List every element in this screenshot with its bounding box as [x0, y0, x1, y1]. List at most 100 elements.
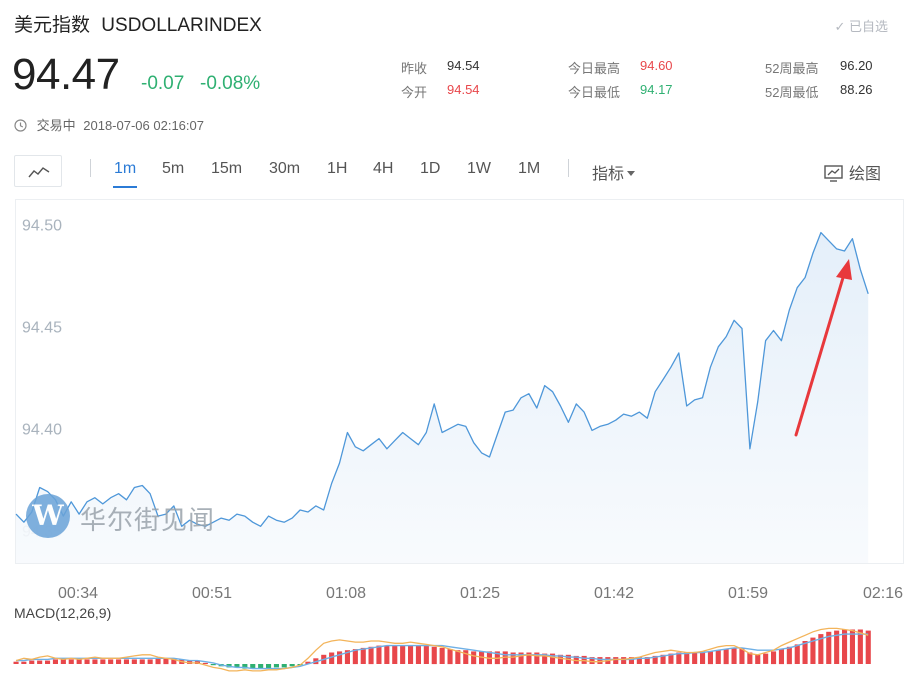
- price-chart-area[interactable]: 94.5094.4594.4094.3500:3400:5101:0801:25…: [0, 198, 904, 696]
- instrument-name-cn: 美元指数: [14, 15, 91, 36]
- macd-histogram-bar: [518, 652, 524, 664]
- stat-value-52w-low: 88.26: [840, 82, 873, 97]
- macd-histogram-bar: [202, 662, 208, 665]
- macd-histogram-bar: [289, 664, 295, 667]
- macd-histogram-bar: [857, 629, 863, 664]
- macd-histogram-bar: [210, 664, 216, 666]
- macd-histogram-bar: [636, 657, 642, 664]
- tab-1h[interactable]: 1H: [327, 160, 348, 177]
- instrument-name: 美元指数 USDOLLARINDEX: [14, 10, 262, 37]
- stat-label-52w-high: 52周最高: [765, 61, 819, 76]
- macd-histogram-bar: [423, 645, 429, 664]
- stat-value-day-high: 94.60: [640, 58, 673, 73]
- tab-1mo[interactable]: 1M: [518, 160, 541, 177]
- tab-15m[interactable]: 15m: [211, 160, 243, 177]
- macd-histogram-bar: [802, 641, 808, 664]
- macd-histogram-bar: [865, 630, 871, 664]
- tab-4h[interactable]: 4H: [373, 160, 394, 177]
- macd-histogram-bar: [250, 664, 256, 669]
- watermark-logo: W: [26, 494, 70, 538]
- y-tick-label: 94.40: [22, 421, 62, 438]
- check-icon: ✓: [834, 19, 846, 34]
- macd-histogram-bar: [589, 657, 595, 664]
- macd-histogram-bar: [116, 659, 122, 664]
- macd-histogram-bar: [360, 647, 366, 664]
- watchlist-toggle[interactable]: ✓ 已自选: [834, 16, 888, 35]
- x-tick-label: 01:08: [326, 585, 366, 602]
- macd-histogram-bar: [408, 645, 414, 664]
- instrument-symbol: USDOLLARINDEX: [101, 15, 262, 36]
- watchlist-label: 已自选: [848, 19, 888, 34]
- toolbar-divider: [568, 159, 569, 177]
- macd-histogram-bar: [352, 649, 358, 665]
- stat-label-day-low: 今日最低: [568, 85, 621, 100]
- macd-histogram-bar: [266, 664, 272, 669]
- status-label: 交易中: [36, 118, 76, 133]
- macd-histogram-bar: [439, 647, 445, 664]
- caret-down-icon: [627, 171, 636, 176]
- stat-label-open: 今开: [401, 85, 428, 100]
- macd-histogram-bar: [700, 652, 706, 664]
- macd-histogram-bar: [123, 659, 129, 664]
- tab-1d[interactable]: 1D: [420, 160, 441, 177]
- stat-label-day-high: 今日最高: [568, 61, 621, 76]
- macd-histogram-bar: [652, 655, 658, 664]
- macd-histogram-bar: [273, 664, 279, 668]
- watermark-text: 华尔街见闻: [80, 506, 216, 536]
- macd-histogram-bar: [668, 653, 674, 664]
- macd-histogram-bar: [29, 660, 35, 664]
- macd-histogram-bar: [234, 664, 240, 668]
- macd-histogram-bar: [715, 650, 721, 664]
- drawing-tool-icon: [824, 165, 843, 182]
- macd-histogram-bar: [534, 652, 540, 664]
- macd-histogram-bar: [621, 657, 627, 664]
- macd-histogram-bar: [60, 659, 66, 664]
- indicator-dropdown[interactable]: 指标: [592, 160, 636, 184]
- macd-histogram-bar: [692, 652, 698, 664]
- macd-histogram-bar: [755, 654, 761, 664]
- stat-value-open: 94.54: [447, 82, 480, 97]
- macd-histogram-bar: [550, 653, 556, 664]
- macd-histogram-bar: [628, 657, 634, 664]
- macd-histogram-bar: [684, 652, 690, 664]
- annotation-arrow-shaft: [794, 269, 847, 437]
- macd-histogram-bar: [644, 657, 650, 664]
- macd-histogram-bar: [431, 646, 437, 665]
- macd-histogram-bar: [526, 652, 532, 664]
- macd-histogram-bar: [573, 655, 579, 664]
- macd-histogram-bar: [171, 658, 177, 665]
- macd-histogram-bar: [794, 644, 800, 664]
- tab-1w[interactable]: 1W: [467, 160, 491, 177]
- macd-histogram-bar: [52, 659, 58, 664]
- macd-histogram-bar: [400, 645, 406, 664]
- macd-histogram-bar: [305, 661, 311, 664]
- macd-histogram-bar: [660, 654, 666, 664]
- stat-value-52w-high: 96.20: [840, 58, 873, 73]
- macd-histogram-bar: [707, 651, 713, 665]
- macd-histogram-bar: [68, 659, 74, 664]
- macd-histogram-bar: [463, 650, 469, 664]
- macd-histogram-bar: [92, 659, 98, 664]
- macd-histogram-bar: [778, 649, 784, 665]
- y-tick-label: 94.50: [22, 217, 62, 234]
- macd-histogram-bar: [479, 651, 485, 665]
- tab-1m[interactable]: 1m: [114, 160, 137, 177]
- macd-histogram-bar: [557, 654, 563, 664]
- stat-value-prev-close: 94.54: [447, 58, 480, 73]
- price-chart[interactable]: 94.5094.4594.4094.3500:3400:5101:0801:25…: [0, 198, 904, 696]
- macd-histogram-bar: [100, 659, 106, 664]
- macd-histogram-bar: [155, 658, 161, 665]
- watermark: W 华尔街见闻: [26, 494, 246, 540]
- tab-30m[interactable]: 30m: [269, 160, 301, 177]
- macd-histogram-bar: [834, 630, 840, 664]
- x-tick-label: 02:16: [863, 585, 903, 602]
- tab-5m[interactable]: 5m: [162, 160, 185, 177]
- macd-histogram-bar: [763, 653, 769, 664]
- macd-histogram-bar: [337, 651, 343, 665]
- macd-histogram-bar: [747, 652, 753, 664]
- chart-mode-button[interactable]: [14, 155, 62, 187]
- active-tab-indicator: [113, 186, 137, 188]
- macd-histogram-bar: [163, 658, 169, 665]
- draw-button[interactable]: 绘图: [824, 160, 881, 184]
- stat-label-52w-low: 52周最低: [765, 85, 819, 100]
